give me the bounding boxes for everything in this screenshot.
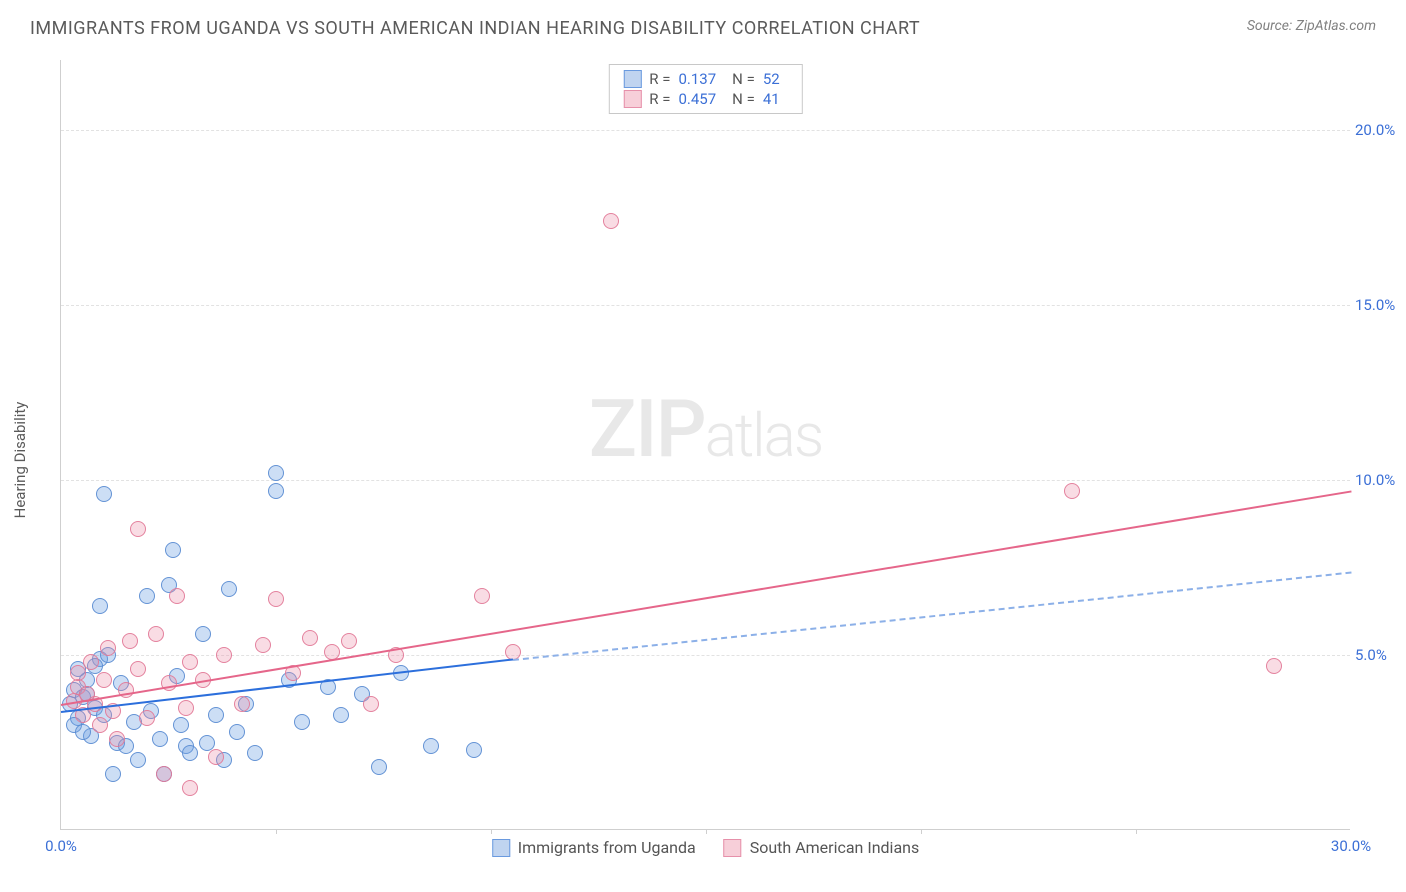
- data-point: [182, 780, 198, 796]
- gridline: [61, 130, 1350, 131]
- data-point: [130, 521, 146, 537]
- data-point: [195, 626, 211, 642]
- trend-line: [512, 571, 1351, 660]
- x-tick-mark: [706, 829, 707, 834]
- legend-row: R = 0.137N = 52: [623, 69, 787, 89]
- data-point: [130, 661, 146, 677]
- data-point: [216, 647, 232, 663]
- trend-line: [61, 491, 1351, 706]
- series-legend-item: Immigrants from Uganda: [492, 838, 696, 857]
- legend-label: Immigrants from Uganda: [518, 838, 696, 857]
- data-point: [139, 710, 155, 726]
- x-tick-label: 30.0%: [1331, 837, 1371, 855]
- data-point: [208, 707, 224, 723]
- legend-label: South American Indians: [750, 838, 920, 857]
- correlation-legend: R = 0.137N = 52R = 0.457N = 41: [608, 64, 802, 114]
- legend-swatch: [623, 70, 641, 88]
- data-point: [268, 483, 284, 499]
- gridline: [61, 655, 1350, 656]
- data-point: [247, 745, 263, 761]
- chart-title: IMMIGRANTS FROM UGANDA VS SOUTH AMERICAN…: [30, 18, 920, 39]
- gridline: [61, 480, 1350, 481]
- y-tick-label: 5.0%: [1355, 646, 1406, 664]
- data-point: [139, 588, 155, 604]
- data-point: [92, 717, 108, 733]
- y-tick-label: 10.0%: [1355, 471, 1406, 489]
- data-point: [109, 731, 125, 747]
- data-point: [208, 749, 224, 765]
- series-legend-item: South American Indians: [724, 838, 920, 857]
- data-point: [75, 724, 91, 740]
- legend-swatch: [724, 839, 742, 857]
- data-point: [105, 766, 121, 782]
- data-point: [268, 465, 284, 481]
- series-legend: Immigrants from Uganda South American Ind…: [492, 838, 920, 857]
- data-point: [603, 213, 619, 229]
- data-point: [505, 644, 521, 660]
- data-point: [341, 633, 357, 649]
- data-point: [173, 717, 189, 733]
- x-tick-mark: [276, 829, 277, 834]
- data-point: [371, 759, 387, 775]
- gridline: [61, 305, 1350, 306]
- y-axis-label: Hearing Disability: [11, 402, 29, 519]
- data-point: [169, 588, 185, 604]
- data-point: [221, 581, 237, 597]
- data-point: [152, 731, 168, 747]
- data-point: [178, 700, 194, 716]
- chart-source: Source: ZipAtlas.com: [1247, 18, 1376, 34]
- watermark: ZIPatlas: [589, 382, 822, 476]
- legend-row: R = 0.457N = 41: [623, 89, 787, 109]
- y-tick-label: 20.0%: [1355, 121, 1406, 139]
- x-tick-mark: [491, 829, 492, 834]
- data-point: [333, 707, 349, 723]
- plot-area: ZIPatlas R = 0.137N = 52R = 0.457N = 41 …: [60, 60, 1350, 830]
- data-point: [229, 724, 245, 740]
- data-point: [255, 637, 271, 653]
- data-point: [130, 752, 146, 768]
- data-point: [302, 630, 318, 646]
- data-point: [165, 542, 181, 558]
- y-tick-label: 15.0%: [1355, 296, 1406, 314]
- data-point: [100, 640, 116, 656]
- data-point: [268, 591, 284, 607]
- x-tick-label: 0.0%: [45, 837, 77, 855]
- data-point: [294, 714, 310, 730]
- legend-swatch: [623, 90, 641, 108]
- data-point: [1064, 483, 1080, 499]
- data-point: [92, 598, 108, 614]
- data-point: [96, 486, 112, 502]
- data-point: [1266, 658, 1282, 674]
- chart-area: Hearing Disability ZIPatlas R = 0.137N =…: [50, 60, 1380, 860]
- data-point: [182, 745, 198, 761]
- x-tick-mark: [921, 829, 922, 834]
- data-point: [96, 672, 112, 688]
- data-point: [83, 654, 99, 670]
- data-point: [182, 654, 198, 670]
- data-point: [423, 738, 439, 754]
- chart-header: IMMIGRANTS FROM UGANDA VS SOUTH AMERICAN…: [0, 0, 1406, 45]
- legend-swatch: [492, 839, 510, 857]
- data-point: [234, 696, 250, 712]
- data-point: [474, 588, 490, 604]
- data-point: [466, 742, 482, 758]
- data-point: [156, 766, 172, 782]
- data-point: [148, 626, 164, 642]
- data-point: [122, 633, 138, 649]
- x-tick-mark: [1136, 829, 1137, 834]
- data-point: [363, 696, 379, 712]
